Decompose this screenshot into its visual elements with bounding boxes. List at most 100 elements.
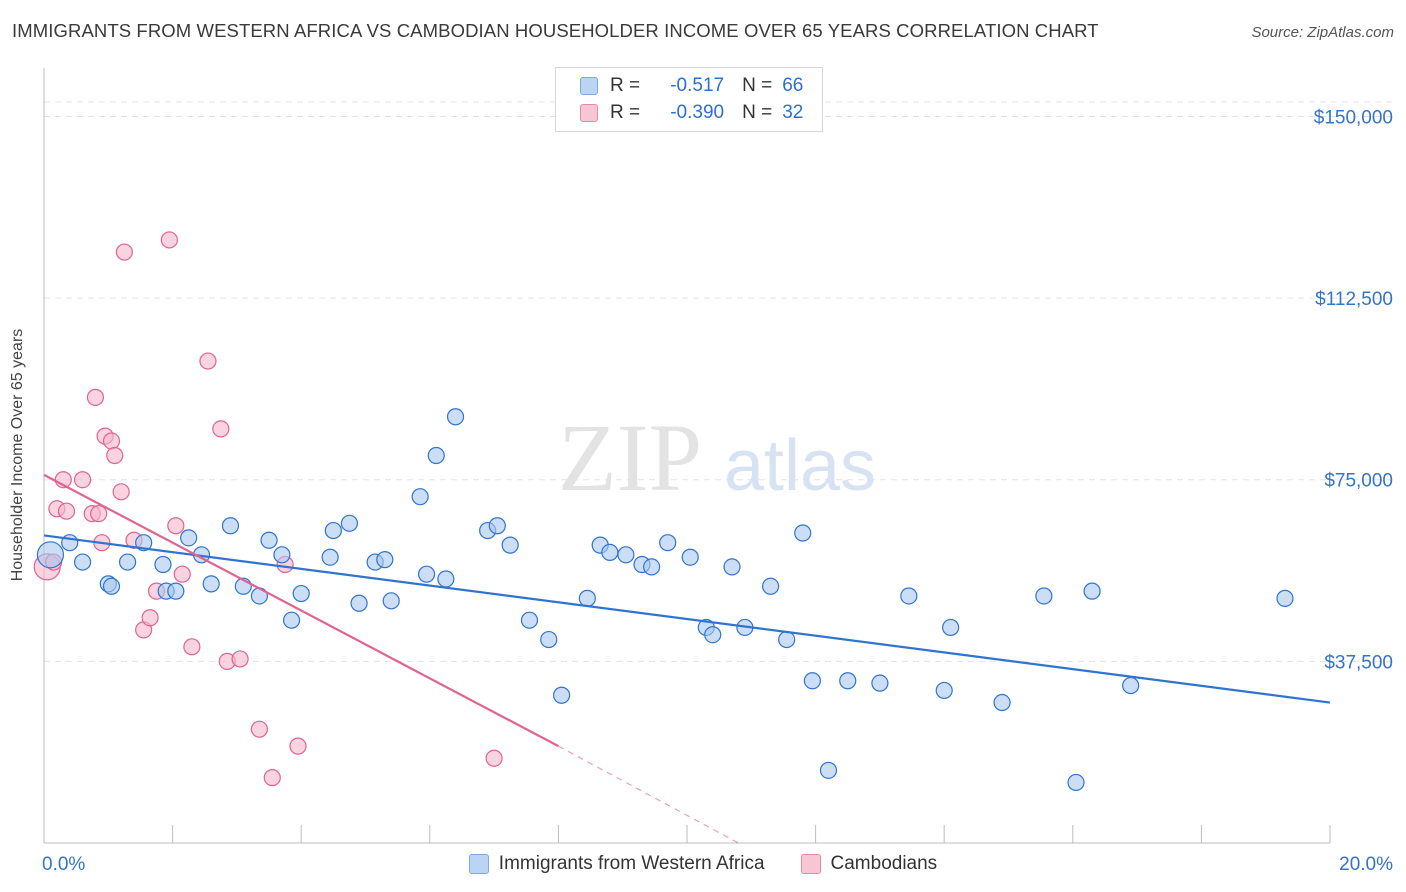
cambodian-point	[263, 769, 281, 787]
western-africa-point	[167, 582, 185, 600]
western-africa-point	[376, 551, 394, 569]
n-value: 32	[782, 102, 804, 123]
cambodian-point	[485, 749, 503, 767]
cambodian-point	[90, 505, 108, 523]
y-tick-label: $37,500	[1324, 652, 1393, 673]
western-africa-point	[643, 558, 661, 576]
cambodian-point	[250, 720, 269, 738]
cambodian-point	[199, 352, 217, 370]
gridlines	[44, 101, 1395, 662]
cambodian-point	[112, 483, 130, 501]
western-africa-point	[761, 577, 780, 595]
western-africa-point	[417, 565, 436, 583]
western-africa-point	[273, 546, 291, 564]
western-africa-point	[437, 570, 455, 588]
western-africa-point	[659, 534, 677, 552]
legend-item-cambodians[interactable]: Cambodians	[800, 853, 938, 875]
y-axis-label: Householder Income Over 65 years	[9, 328, 26, 582]
western-africa-point	[1122, 676, 1140, 695]
chart-title: IMMIGRANTS FROM WESTERN AFRICA VS CAMBOD…	[12, 20, 1099, 41]
western-africa-point	[704, 626, 722, 644]
western-africa-point	[36, 541, 65, 569]
stats-row-western-africa: R = -0.517 N = 66	[580, 74, 803, 98]
cambodian-point	[57, 502, 76, 520]
western-africa-point	[1035, 587, 1053, 605]
western-africa-point	[935, 681, 953, 700]
axes	[43, 68, 1331, 844]
trendline-cambodians-extension	[558, 745, 739, 844]
legend-label: Cambodians	[830, 853, 938, 874]
n-label: N =	[742, 102, 773, 123]
western-africa-point	[102, 577, 121, 595]
cambodian-point	[102, 432, 121, 450]
western-africa-point	[340, 514, 359, 532]
western-africa-point	[321, 548, 339, 566]
watermark: ZIP atlas	[558, 404, 876, 511]
western-africa-point	[681, 548, 699, 566]
r-label: R =	[610, 102, 641, 123]
western-africa-point	[501, 536, 519, 554]
legend-swatch-pink	[800, 854, 821, 874]
r-value: -0.390	[670, 102, 725, 123]
r-value: -0.517	[670, 75, 725, 96]
western-africa-point	[382, 592, 400, 610]
western-africa-point	[553, 686, 571, 704]
western-africa-point	[260, 531, 278, 549]
tick-labels: $37,500 $75,000 $112,500 $150,000 0.0% 20.0%	[42, 107, 1393, 875]
western-africa-point	[1276, 589, 1294, 607]
cambodian-point	[173, 565, 191, 583]
western-africa-point	[540, 630, 558, 649]
western-africa-point	[202, 575, 220, 593]
western-africa-points	[36, 408, 1294, 792]
western-africa-point	[794, 524, 812, 542]
western-africa-point	[427, 446, 445, 465]
legend-swatch-blue	[468, 854, 489, 874]
western-africa-point	[723, 558, 741, 576]
stats-swatch-pink	[580, 104, 598, 122]
western-africa-point	[350, 594, 368, 612]
western-africa-point	[446, 408, 465, 426]
watermark-atlas: atlas	[724, 426, 876, 506]
western-africa-point	[617, 546, 635, 564]
y-tick-label: $150,000	[1314, 107, 1393, 128]
stats-swatch-blue	[580, 77, 598, 95]
source-attribution: Source: ZipAtlas.com	[1251, 24, 1394, 41]
western-africa-point	[993, 693, 1011, 712]
legend-label: Immigrants from Western Africa	[498, 853, 765, 874]
western-africa-point	[803, 672, 821, 690]
chart-legend: Immigrants from Western Africa Cambodian…	[0, 851, 1406, 877]
cambodian-point	[115, 243, 133, 261]
cambodian-point	[86, 388, 105, 406]
western-africa-point	[520, 611, 539, 629]
cambodians-points	[33, 231, 503, 787]
western-africa-point	[324, 521, 342, 540]
cambodian-point	[73, 471, 92, 489]
western-africa-point	[578, 589, 596, 607]
western-africa-point	[118, 553, 137, 571]
western-africa-point	[942, 618, 960, 637]
y-tick-label: $75,000	[1324, 471, 1393, 492]
watermark-zip: ZIP	[558, 404, 702, 511]
stats-row-cambodians: R = -0.390 N = 32	[580, 101, 803, 125]
western-africa-point	[1067, 773, 1085, 792]
trendline-cambodians	[43, 473, 559, 748]
x-tick-label: 0.0%	[42, 854, 85, 875]
western-africa-point	[601, 543, 619, 561]
cambodian-point	[183, 638, 201, 656]
n-value: 66	[782, 75, 804, 96]
western-africa-point	[73, 553, 92, 571]
western-africa-point	[778, 630, 796, 649]
western-africa-point	[819, 761, 838, 779]
cambodian-point	[141, 609, 159, 627]
western-africa-point	[135, 534, 153, 552]
trendlines	[43, 473, 1331, 844]
western-africa-point	[488, 517, 506, 535]
x-tick-label: 20.0%	[1339, 854, 1393, 875]
cambodian-point	[212, 420, 230, 438]
western-africa-point	[839, 672, 857, 690]
western-africa-point	[221, 517, 240, 535]
western-africa-point	[1083, 582, 1101, 600]
cambodian-point	[160, 231, 178, 249]
y-tick-label: $112,500	[1315, 289, 1393, 310]
legend-item-western-africa[interactable]: Immigrants from Western Africa	[468, 853, 765, 875]
